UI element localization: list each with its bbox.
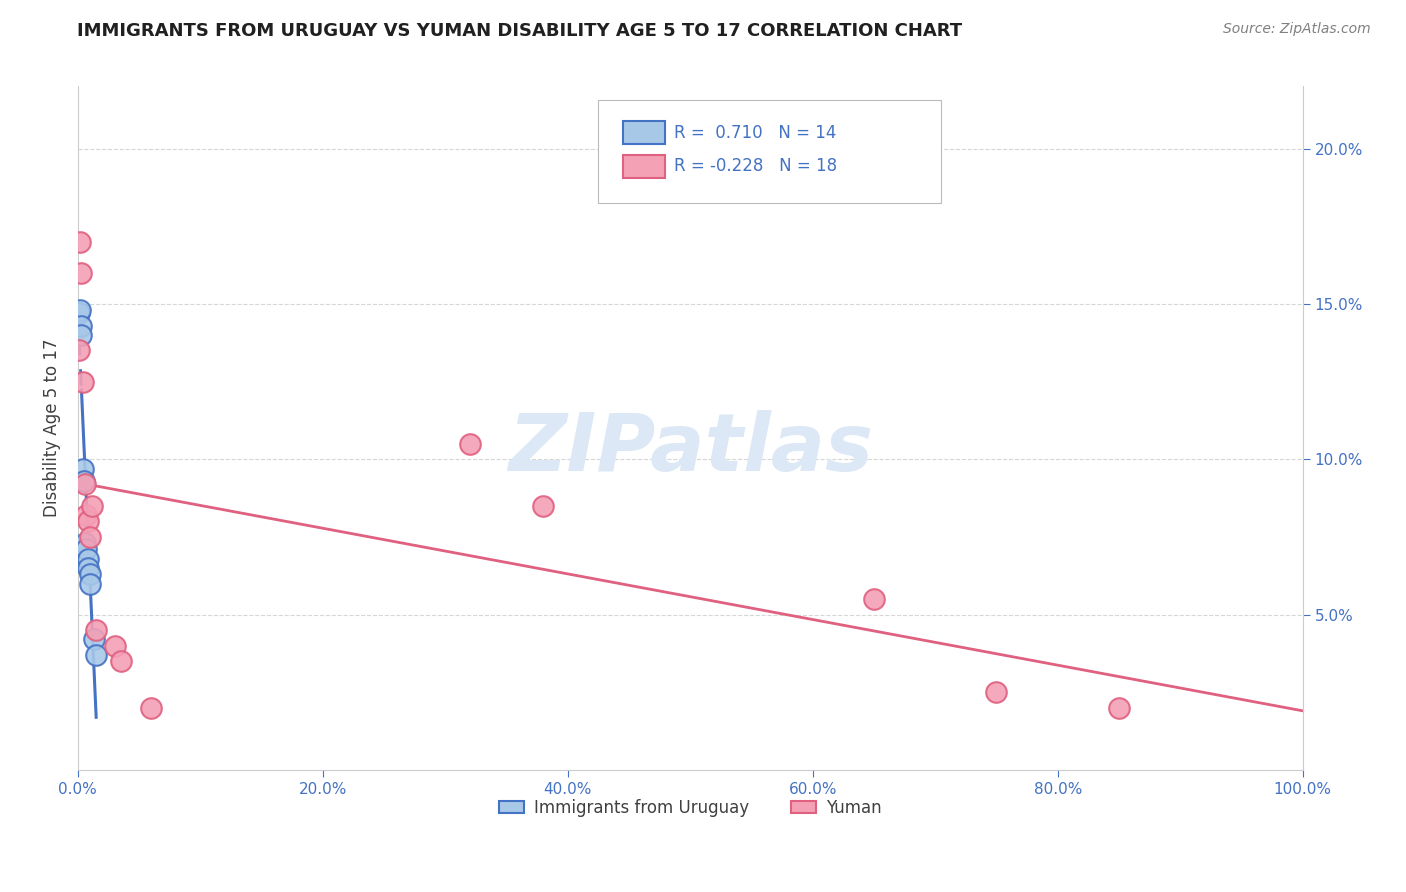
Point [986, 685, 1008, 699]
Point [79, 530, 101, 544]
Point [863, 592, 886, 607]
Point [79, 567, 101, 582]
Point [76, 551, 98, 566]
Point [73, 474, 96, 488]
Text: R = -0.228   N = 18: R = -0.228 N = 18 [675, 157, 838, 176]
Text: Source: ZipAtlas.com: Source: ZipAtlas.com [1223, 22, 1371, 37]
Point [72, 461, 94, 475]
Text: IMMIGRANTS FROM URUGUAY VS YUMAN DISABILITY AGE 5 TO 17 CORRELATION CHART: IMMIGRANTS FROM URUGUAY VS YUMAN DISABIL… [77, 22, 963, 40]
FancyBboxPatch shape [623, 155, 665, 178]
Point [70, 328, 93, 343]
Text: R =  0.710   N = 14: R = 0.710 N = 14 [675, 124, 837, 142]
Point [141, 701, 163, 715]
Point [84, 648, 107, 662]
Legend: Immigrants from Uruguay, Yuman: Immigrants from Uruguay, Yuman [492, 792, 889, 823]
Point [84, 623, 107, 637]
FancyBboxPatch shape [623, 121, 665, 144]
Point [110, 654, 132, 668]
Y-axis label: Disability Age 5 to 17: Disability Age 5 to 17 [44, 339, 60, 517]
FancyBboxPatch shape [599, 100, 942, 202]
Point [69, 303, 91, 318]
Point [72, 375, 94, 389]
Point [75, 536, 97, 550]
Point [458, 436, 481, 450]
Point [83, 632, 105, 647]
Point [70, 318, 93, 333]
Point [75, 508, 97, 523]
Point [1108, 701, 1130, 715]
Point [75, 477, 97, 491]
Point [79, 576, 101, 591]
Point [69, 235, 91, 249]
Point [103, 639, 125, 653]
Point [75, 542, 97, 557]
Point [67, 306, 90, 320]
Point [67, 343, 90, 358]
Point [76, 515, 98, 529]
Point [82, 499, 104, 513]
Point [531, 499, 554, 513]
Point [70, 266, 93, 280]
Point [76, 561, 98, 575]
Text: ZIPatlas: ZIPatlas [508, 409, 873, 488]
